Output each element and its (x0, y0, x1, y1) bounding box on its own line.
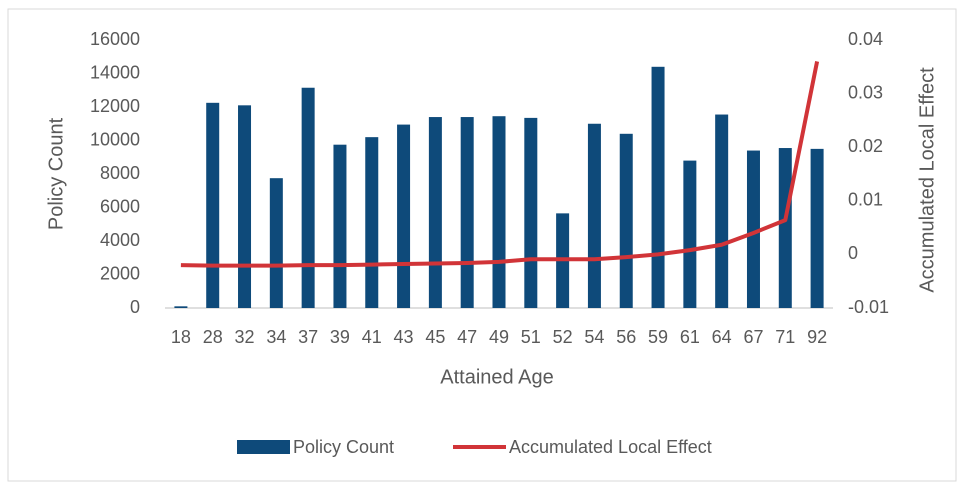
y-tick-label: 8000 (100, 163, 140, 183)
y2-tick-label: 0.01 (848, 190, 883, 210)
x-tick-label: 64 (712, 327, 732, 347)
y2-tick-label: 0.04 (848, 29, 883, 49)
x-tick-label: 47 (457, 327, 477, 347)
x-tick-label: 34 (266, 327, 286, 347)
y-tick-label: 0 (130, 297, 140, 317)
bar (460, 117, 474, 308)
x-tick-label: 61 (680, 327, 700, 347)
y-tick-label: 2000 (100, 263, 140, 283)
bar (651, 66, 665, 308)
x-tick-label: 43 (394, 327, 414, 347)
x-tick-label: 56 (616, 327, 636, 347)
y2-tick-label: 0 (848, 243, 858, 263)
legend-swatch (237, 440, 290, 454)
x-tick-label: 52 (553, 327, 573, 347)
x-tick-label: 54 (584, 327, 604, 347)
y-tick-label: 10000 (90, 129, 140, 149)
bar (397, 124, 411, 309)
y-tick-label: 14000 (90, 62, 140, 82)
bar (301, 87, 315, 308)
x-tick-label: 92 (807, 327, 827, 347)
bar (746, 150, 760, 308)
bar (524, 117, 538, 308)
y-axis-title: Policy Count (45, 117, 67, 230)
x-tick-label: 41 (362, 327, 382, 347)
y-tick-label: 16000 (90, 29, 140, 49)
x-tick-label: 37 (298, 327, 318, 347)
legend-label: Accumulated Local Effect (509, 437, 712, 457)
bar (206, 102, 220, 308)
x-tick-label: 71 (775, 327, 795, 347)
bar (778, 148, 792, 308)
x-tick-label: 28 (203, 327, 223, 347)
bar (683, 160, 697, 308)
bar (365, 137, 379, 308)
bar (619, 133, 633, 308)
bar (238, 105, 252, 308)
bar (174, 306, 188, 308)
bar (492, 116, 506, 309)
bar (587, 123, 601, 308)
bar (810, 148, 824, 308)
bar (333, 144, 347, 308)
x-tick-label: 67 (743, 327, 763, 347)
bar (715, 114, 729, 308)
y2-tick-label: 0.03 (848, 82, 883, 102)
x-tick-label: 39 (330, 327, 350, 347)
y-tick-label: 6000 (100, 196, 140, 216)
line (180, 61, 820, 268)
bar (428, 117, 442, 308)
y2-tick-label: -0.01 (848, 297, 889, 317)
x-tick-label: 18 (171, 327, 191, 347)
x-tick-label: 51 (521, 327, 541, 347)
legend-label: Policy Count (293, 437, 394, 457)
x-axis-title: Attained Age (440, 366, 553, 388)
y2-axis-title: Accumulated Local Effect (916, 67, 938, 293)
y2-tick-label: 0.02 (848, 136, 883, 156)
y-tick-label: 12000 (90, 96, 140, 116)
y-tick-label: 4000 (100, 230, 140, 250)
x-tick-label: 59 (648, 327, 668, 347)
chart-border (7, 8, 957, 482)
x-tick-label: 49 (489, 327, 509, 347)
bar (269, 178, 283, 308)
x-tick-label: 32 (235, 327, 255, 347)
x-tick-label: 45 (425, 327, 445, 347)
